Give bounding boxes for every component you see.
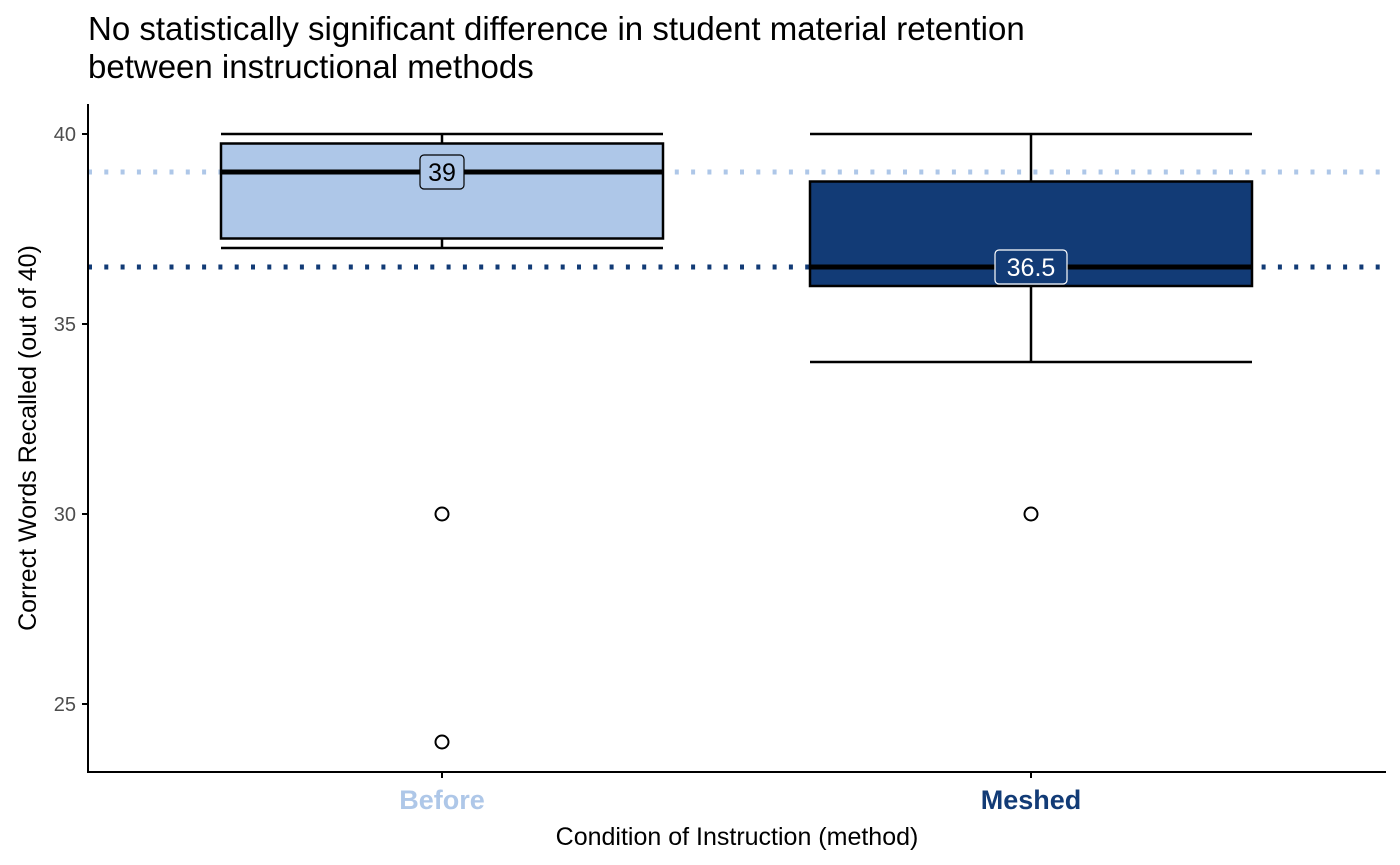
y-tick-label-25: 25 [54, 694, 76, 716]
x-tick-label-before: Before [399, 785, 485, 815]
axes [87, 104, 1386, 773]
outlier-point [434, 506, 450, 522]
x-ticks: Before Meshed [399, 772, 1081, 815]
y-axis-title: Correct Words Recalled (out of 40) [14, 245, 42, 631]
chart-title: No statistically significant difference … [88, 10, 1025, 86]
median-label-box [994, 249, 1068, 285]
median-label: 39 [428, 159, 456, 187]
chart-title-line-2: between instructional methods [88, 48, 534, 85]
median-label: 36.5 [1007, 254, 1056, 282]
outlier-point [434, 734, 450, 750]
y-ticks: 25 30 35 40 [54, 124, 88, 716]
y-tick-label-35: 35 [54, 314, 76, 336]
y-tick-label-30: 30 [54, 504, 76, 526]
box-meshed: 36.5 [808, 132, 1254, 522]
y-tick-label-40: 40 [54, 124, 76, 146]
x-tick-label-meshed: Meshed [981, 785, 1082, 815]
median-label-box [419, 154, 465, 190]
box-groups: 39 36.5 [219, 132, 1254, 750]
chart-title-line-1: No statistically significant difference … [88, 10, 1025, 47]
box-before: 39 [219, 132, 665, 750]
outlier-point [1023, 506, 1039, 522]
x-axis-title: Condition of Instruction (method) [556, 823, 919, 851]
